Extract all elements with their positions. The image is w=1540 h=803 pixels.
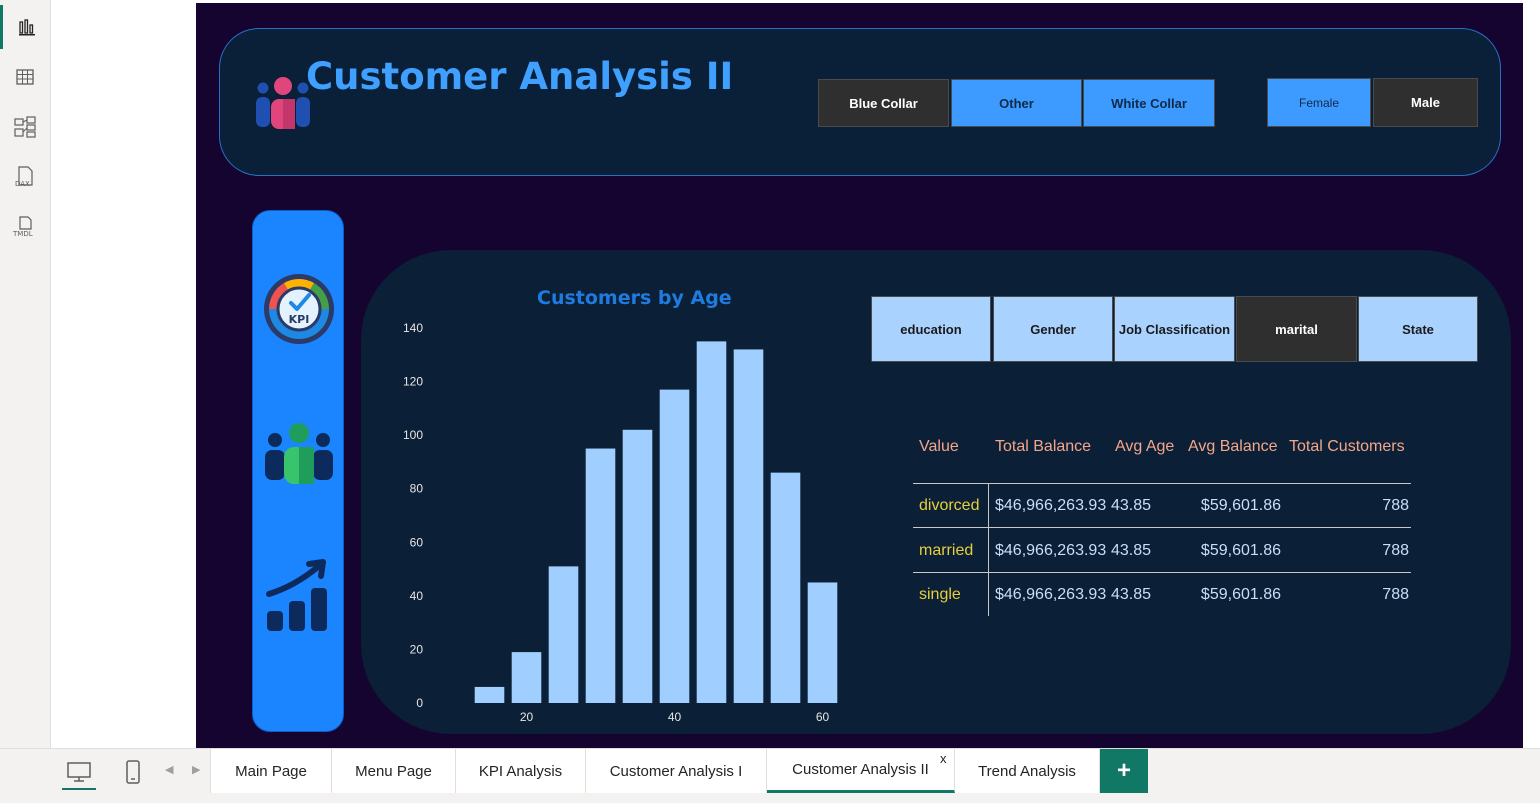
field-button-marital[interactable]: marital bbox=[1236, 296, 1357, 362]
svg-text:KPI: KPI bbox=[289, 313, 310, 326]
field-button-education[interactable]: education bbox=[871, 296, 991, 362]
y-tick-label: 120 bbox=[403, 375, 423, 389]
y-tick-label: 40 bbox=[410, 589, 424, 603]
y-tick-label: 60 bbox=[410, 535, 424, 549]
customers-group-icon[interactable] bbox=[259, 416, 339, 496]
y-tick-label: 100 bbox=[403, 428, 423, 442]
report-canvas: Customer Analysis II Blue Collar Other W… bbox=[196, 3, 1523, 748]
job-slicer-other-button[interactable]: Other bbox=[951, 79, 1082, 127]
close-tab-icon[interactable]: x bbox=[940, 751, 947, 766]
report-view-icon[interactable] bbox=[0, 5, 50, 49]
job-slicer-blue-collar-button[interactable]: Blue Collar bbox=[818, 79, 949, 127]
tab-main-page[interactable]: Main Page bbox=[210, 749, 332, 793]
customers-by-age-chart: 0 20 40 60 80 100 120 140 20 40 60 bbox=[403, 321, 838, 724]
table-cell-total-balance: $46,966,263.93 bbox=[995, 542, 1107, 559]
bar-age-45[interactable] bbox=[696, 341, 727, 703]
bar-age-50[interactable] bbox=[733, 349, 764, 703]
page-title: Customer Analysis II bbox=[306, 55, 734, 98]
tab-label: Customer Analysis II bbox=[792, 761, 929, 778]
table-divider bbox=[913, 527, 1411, 528]
tab-customer-analysis-i[interactable]: Customer Analysis I bbox=[586, 749, 767, 793]
x-tick-label: 60 bbox=[816, 710, 830, 724]
tab-trend-analysis[interactable]: Trend Analysis bbox=[955, 749, 1100, 793]
table-header-total-balance: Total Balance bbox=[995, 438, 1092, 455]
field-button-state[interactable]: State bbox=[1358, 296, 1478, 362]
table-divider bbox=[988, 483, 989, 616]
bar-age-15[interactable] bbox=[474, 686, 505, 703]
table-header-avg-age: Avg Age bbox=[1115, 438, 1175, 455]
x-tick-label: 40 bbox=[668, 710, 682, 724]
bar-age-55[interactable] bbox=[770, 472, 801, 703]
tab-kpi-analysis[interactable]: KPI Analysis bbox=[456, 749, 586, 793]
add-page-button[interactable]: + bbox=[1100, 749, 1148, 793]
gender-slicer-female-button[interactable]: Female bbox=[1267, 78, 1371, 127]
view-rail: DAX TMDL bbox=[0, 0, 51, 748]
field-button-job-classification[interactable]: Job Classification bbox=[1114, 296, 1235, 362]
tab-menu-page[interactable]: Menu Page bbox=[332, 749, 456, 793]
svg-text:DAX: DAX bbox=[15, 180, 30, 188]
x-tick-label: 20 bbox=[520, 710, 534, 724]
scroll-left-icon[interactable]: ◀ bbox=[165, 764, 174, 776]
table-cell-value: divorced bbox=[919, 497, 980, 514]
bar-age-25[interactable] bbox=[548, 566, 579, 703]
job-slicer-white-collar-button[interactable]: White Collar bbox=[1083, 79, 1215, 127]
model-view-icon[interactable] bbox=[0, 105, 50, 149]
table-cell-value: married bbox=[919, 542, 974, 559]
table-cell-total-balance: $46,966,263.93 bbox=[995, 586, 1107, 603]
table-cell-total-balance: $46,966,263.93 bbox=[995, 497, 1107, 514]
y-tick-label: 20 bbox=[410, 642, 424, 656]
bar-age-35[interactable] bbox=[622, 429, 653, 703]
table-cell-avg-balance: $59,601.86 bbox=[1200, 542, 1281, 559]
bar-age-40[interactable] bbox=[659, 389, 690, 703]
table-cell-total-customers: 788 bbox=[1382, 586, 1409, 603]
table-divider bbox=[913, 483, 1411, 484]
table-cell-avg-age: 43.85 bbox=[1110, 542, 1151, 559]
tmdl-view-icon[interactable]: TMDL bbox=[0, 205, 50, 249]
field-button-gender[interactable]: Gender bbox=[993, 296, 1113, 362]
kpi-gauge-icon[interactable]: KPI bbox=[259, 269, 339, 349]
bar-age-20[interactable] bbox=[511, 652, 542, 703]
marital-summary-table: Value Total Balance Avg Age Avg Balance … bbox=[913, 438, 1413, 638]
table-cell-value: single bbox=[919, 586, 961, 603]
table-cell-total-customers: 788 bbox=[1382, 497, 1409, 514]
report-workspace: Customer Analysis II Blue Collar Other W… bbox=[51, 0, 1540, 748]
scroll-right-icon[interactable]: ▶ bbox=[192, 764, 201, 776]
y-tick-label: 80 bbox=[410, 482, 424, 496]
trend-chart-icon[interactable] bbox=[259, 556, 339, 636]
bar-age-60[interactable] bbox=[807, 582, 838, 703]
table-cell-avg-balance: $59,601.86 bbox=[1200, 497, 1281, 514]
table-view-icon[interactable] bbox=[0, 55, 50, 99]
table-header-total-customers: Total Customers bbox=[1289, 438, 1405, 455]
customer-profile-icon bbox=[256, 77, 310, 129]
table-header-avg-balance: Avg Balance bbox=[1188, 438, 1278, 455]
svg-text:TMDL: TMDL bbox=[12, 230, 33, 238]
mobile-layout-icon[interactable] bbox=[118, 756, 148, 788]
table-cell-avg-age: 43.85 bbox=[1110, 497, 1151, 514]
dax-query-icon[interactable]: DAX bbox=[0, 155, 50, 199]
tab-customer-analysis-ii[interactable]: Customer Analysis II bbox=[767, 749, 955, 793]
table-divider bbox=[913, 572, 1411, 573]
table-cell-avg-age: 43.85 bbox=[1110, 586, 1151, 603]
y-tick-label: 0 bbox=[416, 696, 423, 710]
table-cell-total-customers: 788 bbox=[1382, 542, 1409, 559]
y-tick-label: 140 bbox=[403, 321, 423, 335]
table-cell-avg-balance: $59,601.86 bbox=[1200, 586, 1281, 603]
chart-title: Customers by Age bbox=[537, 287, 732, 309]
page-navigation-bar: KPI bbox=[252, 210, 344, 732]
main-panel: Customers by Age 0 20 40 60 80 100 120 140 20 40 6… bbox=[361, 250, 1511, 734]
page-tab-bar: ◀ ▶ Main Page Menu Page KPI Analysis Cus… bbox=[0, 748, 1540, 803]
bar-age-30[interactable] bbox=[585, 448, 616, 703]
desktop-layout-icon[interactable] bbox=[62, 756, 96, 790]
table-header-value: Value bbox=[919, 438, 959, 455]
gender-slicer-male-button[interactable]: Male bbox=[1373, 78, 1478, 127]
